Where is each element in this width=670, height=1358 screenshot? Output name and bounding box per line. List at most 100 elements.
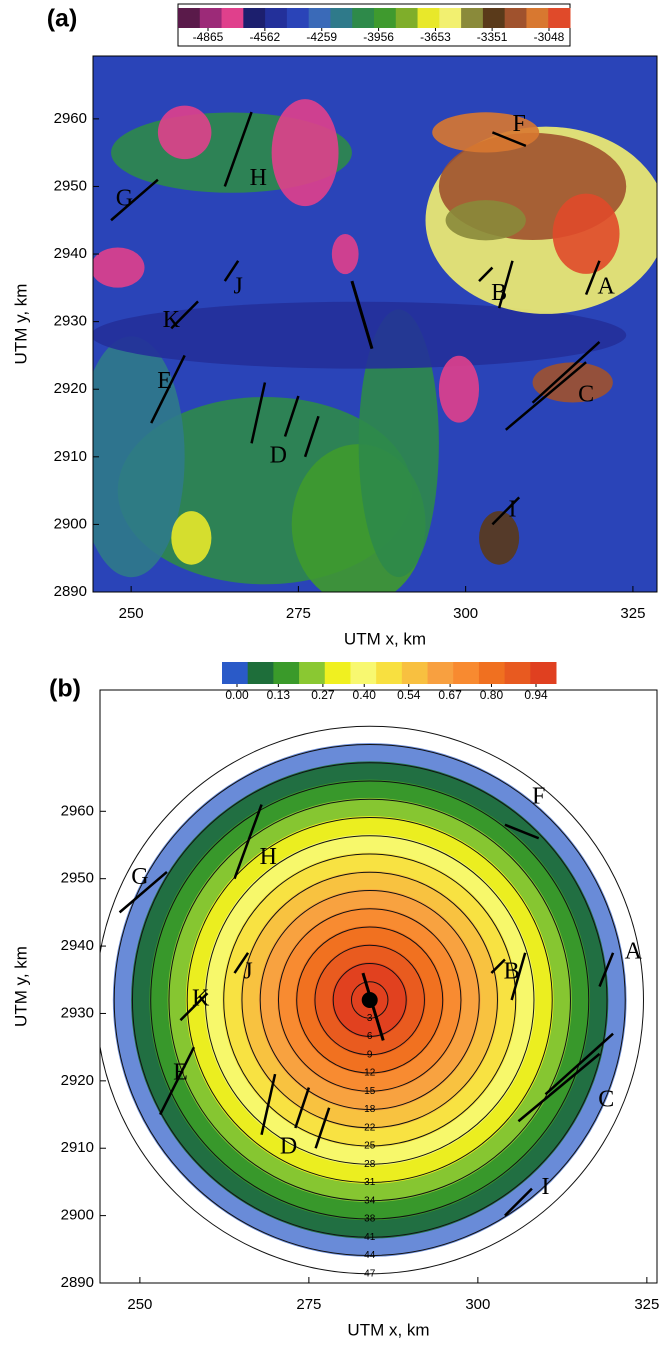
terrain-patch: [552, 193, 620, 274]
fault-trace: [491, 496, 521, 526]
contour-label: 18: [364, 1104, 376, 1115]
contour-ring: [100, 725, 644, 1275]
y-tick-label: 2900: [61, 1207, 94, 1224]
contour-label: 34: [364, 1195, 376, 1206]
fault-trace: [544, 1032, 614, 1096]
colorbar-tick-label: 0.00: [225, 688, 249, 702]
fault-letter: H: [260, 844, 277, 870]
fault-trace: [179, 992, 209, 1022]
fault-trace: [517, 1052, 601, 1123]
colorbar-tick-label: 0.27: [311, 688, 335, 702]
colorbar-tick-label: -4259: [306, 30, 337, 44]
colorbar-tick-label: 0.94: [524, 688, 548, 702]
map-image: 3 6 9 12 15 18 22 25 28 31 34 38 41 44 47: [100, 725, 644, 1279]
colorbar-swatch: [199, 8, 223, 28]
fault-trace: [314, 1107, 331, 1149]
fault-trace: [283, 395, 300, 437]
fault-letter: I: [508, 496, 516, 522]
colorbar-swatch: [395, 8, 419, 28]
x-axis-label: UTM x, km: [344, 629, 426, 648]
colorbar-swatch: [504, 8, 527, 28]
colorbar-swatch: [265, 8, 288, 28]
terrain-patch: [93, 247, 145, 288]
colorbar-tick-label: 0.80: [480, 688, 504, 702]
terrain-patch: [432, 112, 540, 153]
y-tick-label: 2930: [54, 313, 87, 330]
x-tick-label: 325: [634, 1296, 659, 1313]
fault-letter: E: [157, 368, 172, 394]
fault-letter: F: [512, 111, 525, 137]
colorbar-swatch: [401, 662, 429, 684]
fault-trace: [598, 952, 615, 987]
fault-trace: [504, 823, 540, 840]
fault-trace: [110, 178, 159, 222]
contour-ring: [241, 871, 498, 1129]
plot-frame: [92, 55, 658, 593]
colorbar-swatch: [286, 8, 310, 28]
fault-trace: [504, 361, 587, 431]
y-axis-label: UTM y, km: [11, 946, 30, 1027]
colorbar-swatch: [526, 8, 549, 28]
contour-ring: [168, 798, 571, 1202]
rupture-arrow: [350, 280, 374, 350]
y-tick-label: 2920: [61, 1072, 94, 1089]
colorbar-swatch: [439, 8, 462, 28]
fault-trace: [150, 354, 186, 424]
contour-ring: [332, 962, 407, 1037]
contour-label: 31: [364, 1177, 376, 1188]
y-tick-label: 2900: [54, 515, 87, 532]
y-axis-label: UTM y, km: [11, 284, 30, 365]
panel: 3 6 9 12 15 18 22 25 28 31 34 38 41 44 47 F H G J B A K E C D I 25…: [11, 662, 659, 1339]
colorbar-swatch: [374, 8, 397, 28]
y-tick-label: 2910: [61, 1139, 94, 1156]
colorbar-swatch: [308, 8, 331, 28]
terrain-patch: [438, 355, 480, 423]
fault-trace: [260, 1073, 277, 1136]
terrain-patch: [532, 362, 613, 403]
fault-trace: [478, 266, 494, 282]
colorbar-tick-label: 0.67: [438, 688, 462, 702]
contour-label: 9: [367, 1049, 373, 1060]
fault-trace: [159, 1046, 196, 1116]
contour-ring: [150, 780, 590, 1220]
colorbar-swatch: [243, 8, 266, 28]
colorbar-tick-label: -4865: [193, 30, 224, 44]
fault-trace: [497, 260, 514, 309]
x-tick-label: 275: [286, 605, 311, 622]
colorbar-swatch: [350, 662, 377, 684]
y-tick-label: 2920: [54, 380, 87, 397]
colorbar-swatch: [530, 662, 557, 684]
colorbar-swatch: [417, 8, 440, 28]
panel-label: (a): [47, 5, 78, 33]
fault-letter: A: [625, 938, 643, 964]
fault-trace: [491, 131, 527, 148]
fault-letter: J: [243, 959, 252, 985]
fault-trace: [233, 952, 250, 974]
x-tick-label: 250: [127, 1296, 152, 1313]
contour-label: 3: [367, 1013, 373, 1024]
y-tick-label: 2940: [54, 245, 87, 262]
contour-ring: [223, 853, 517, 1147]
fault-letter: D: [270, 442, 287, 468]
colorbar-swatch: [324, 662, 351, 684]
colorbar-swatch: [247, 662, 274, 684]
rupture-arrow: [361, 972, 385, 1041]
fault-letter: K: [163, 307, 181, 333]
contour-label: 41: [364, 1232, 376, 1243]
x-axis-label: UTM x, km: [347, 1320, 429, 1339]
colorbar-swatch: [273, 662, 300, 684]
y-tick-label: 2960: [61, 802, 94, 819]
colorbar-swatch: [352, 8, 375, 28]
x-tick-label: 250: [119, 605, 144, 622]
colorbar-swatch: [453, 662, 480, 684]
fault-trace: [303, 415, 320, 458]
fault-letter: D: [280, 1134, 297, 1160]
terrain-patch: [331, 233, 359, 275]
terrain-patch: [171, 511, 212, 565]
fault-trace: [294, 1087, 311, 1129]
terrain-patch: [157, 105, 212, 160]
fault-letter: E: [173, 1060, 188, 1086]
terrain-patch: [479, 511, 520, 565]
contour-ring: [277, 908, 462, 1092]
contour-label: 12: [364, 1068, 376, 1079]
